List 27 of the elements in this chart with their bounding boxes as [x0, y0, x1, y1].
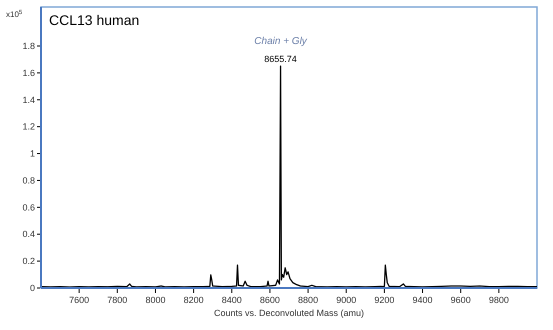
- y-tick-label: 0: [30, 283, 35, 293]
- y-tick-label: 0.4: [22, 229, 35, 240]
- y-tick-label: 1: [30, 148, 35, 159]
- y-tick-label: 0.2: [22, 256, 35, 266]
- annotation: Chain + Gly: [254, 36, 308, 48]
- annotation: 8655.74: [264, 54, 297, 64]
- x-tick-label: 8600: [260, 295, 280, 305]
- y-tick-label: 0.8: [22, 175, 35, 186]
- chart-title: CCL13 human: [49, 12, 140, 28]
- x-tick-label: 8200: [184, 295, 204, 305]
- y-tick-label: 1.8: [22, 40, 35, 51]
- x-tick-label: 7800: [107, 295, 128, 305]
- y-tick-label: 1.2: [22, 122, 35, 132]
- y-tick-label: 0.6: [22, 202, 35, 212]
- x-tick-label: 8000: [145, 295, 166, 305]
- x-axis-title: Counts vs. Deconvoluted Mass (amu): [214, 308, 364, 318]
- y-tick-label: 1.4: [22, 94, 35, 105]
- y-tick-label: 1.6: [22, 68, 35, 78]
- x-tick-label: 8800: [298, 295, 318, 305]
- x-tick-label: 9600: [450, 295, 471, 305]
- x-tick-label: 9400: [412, 295, 433, 305]
- x-tick-label: 9000: [336, 295, 356, 305]
- x-tick-label: 9200: [374, 295, 394, 305]
- y-axis-title: x10$^{5}$: [6, 9, 23, 19]
- x-tick-label: 7600: [69, 295, 90, 305]
- x-tick-label: 8400: [222, 295, 242, 305]
- x-tick-label: 9800: [488, 295, 509, 305]
